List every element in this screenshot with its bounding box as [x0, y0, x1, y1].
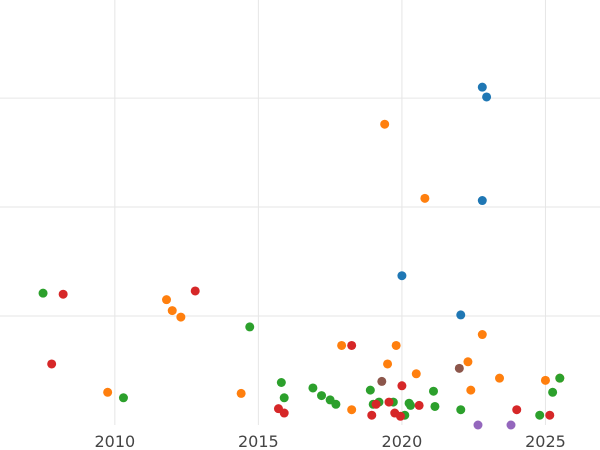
x-tick-label: 2015	[238, 432, 279, 450]
data-point	[406, 400, 416, 410]
data-point	[365, 385, 375, 395]
data-point	[414, 400, 424, 410]
data-point	[397, 271, 407, 281]
data-point	[477, 196, 487, 206]
data-point	[103, 387, 113, 397]
data-point	[367, 410, 377, 420]
data-point	[456, 405, 466, 415]
data-points	[38, 82, 565, 430]
data-point	[167, 306, 177, 316]
data-point	[236, 388, 246, 398]
data-point	[466, 385, 476, 395]
data-point	[477, 330, 487, 340]
data-point	[535, 410, 545, 420]
data-point	[58, 289, 68, 299]
data-point	[38, 288, 48, 298]
data-point	[456, 310, 466, 320]
data-point	[190, 286, 200, 296]
data-point	[545, 410, 555, 420]
gridlines	[0, 0, 600, 425]
data-point	[411, 369, 421, 379]
data-point	[555, 373, 565, 383]
data-point	[420, 193, 430, 203]
data-point	[477, 82, 487, 92]
data-point	[454, 363, 464, 373]
data-point	[548, 387, 558, 397]
data-point	[276, 378, 286, 387]
data-point	[430, 401, 440, 411]
data-point	[347, 405, 357, 415]
data-point	[245, 322, 255, 332]
x-tick-labels: 2010 2015 2020 2025	[94, 432, 565, 450]
data-point	[371, 399, 381, 409]
data-point	[384, 397, 394, 407]
data-point	[482, 92, 492, 102]
data-point	[377, 376, 387, 386]
data-point	[337, 340, 347, 350]
data-point	[512, 405, 522, 415]
data-point	[428, 386, 438, 396]
data-point	[47, 359, 57, 369]
data-point	[463, 357, 473, 367]
x-tick-label: 2010	[94, 432, 135, 450]
data-point	[118, 393, 128, 403]
data-point	[308, 383, 318, 393]
data-point	[380, 119, 390, 129]
data-point	[347, 340, 357, 350]
data-point	[391, 340, 401, 350]
data-point	[397, 381, 407, 391]
data-point	[279, 408, 289, 418]
data-point	[383, 359, 393, 369]
data-point	[495, 373, 505, 383]
data-point	[162, 295, 172, 305]
data-point	[395, 411, 405, 421]
x-tick-label: 2020	[382, 432, 423, 450]
data-point	[279, 393, 289, 403]
data-point	[331, 399, 341, 409]
data-point	[473, 420, 483, 430]
x-tick-label: 2025	[525, 432, 566, 450]
data-point	[506, 420, 516, 430]
data-point	[540, 375, 550, 385]
data-point	[317, 391, 327, 401]
data-point	[176, 312, 186, 322]
